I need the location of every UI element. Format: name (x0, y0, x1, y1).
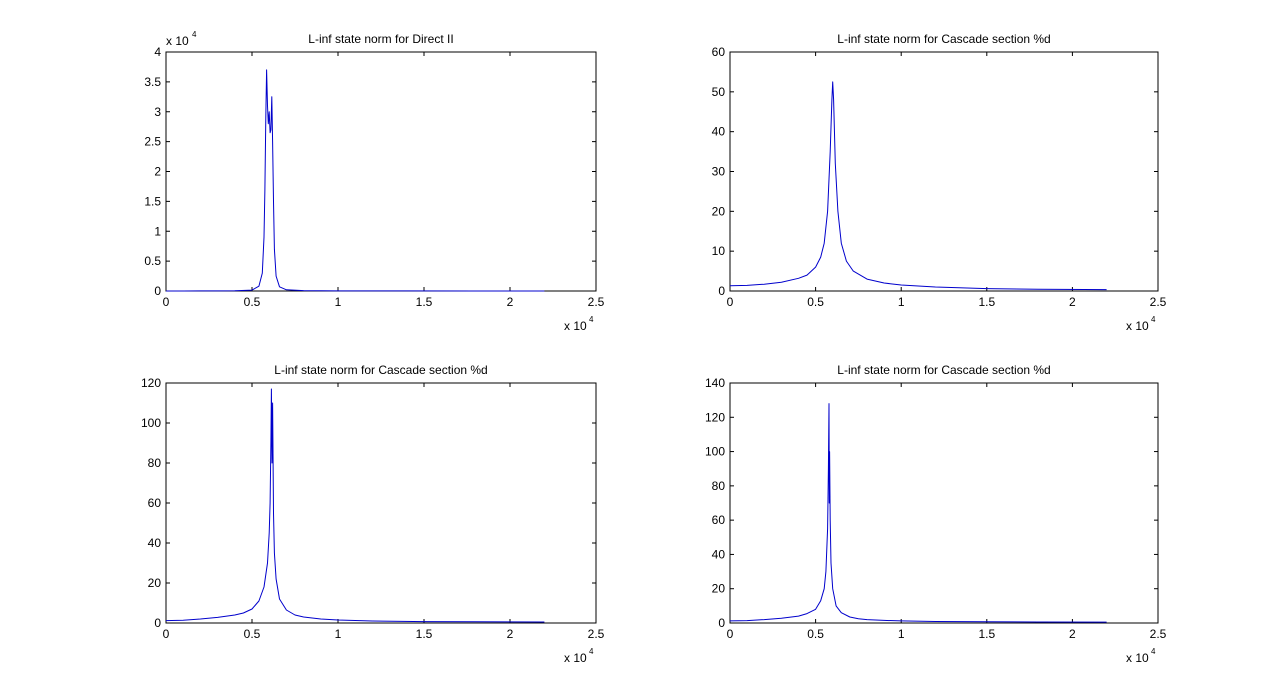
y-tick-label: 30 (712, 165, 726, 179)
y-tick-label: 100 (141, 416, 161, 430)
y-tick-label: 50 (712, 85, 726, 99)
y-tick-label: 4 (154, 45, 161, 59)
subplot-3: L-inf state norm for Cascade section %d 0… (141, 363, 605, 665)
y-tick-label: 60 (712, 45, 726, 59)
x-multiplier-exponent: 4 (1151, 647, 1156, 656)
y-tick-label: 2.5 (144, 135, 161, 149)
y-multiplier-exponent: 4 (192, 30, 197, 39)
y-tick-label: 40 (712, 125, 726, 139)
series-line (165, 388, 545, 623)
x-tick-label: 1 (335, 295, 342, 309)
y-tick-label: 40 (148, 536, 162, 550)
x-tick-label: 2.5 (588, 627, 605, 641)
x-tick-label: 0 (727, 295, 734, 309)
y-tick-label: 10 (712, 244, 726, 258)
axes-box (729, 382, 1159, 624)
y-tick-label: 20 (712, 582, 726, 596)
y-tick-label: 1 (154, 224, 161, 238)
x-tick-label: 1.5 (978, 295, 995, 309)
y-tick-label: 1.5 (144, 194, 161, 208)
y-tick-label: 100 (705, 445, 725, 459)
y-tick-label: 3.5 (144, 75, 161, 89)
axes-box (165, 382, 597, 624)
y-tick-label: 120 (141, 376, 161, 390)
x-tick-label: 0.5 (244, 627, 261, 641)
x-tick-label: 2.5 (1150, 627, 1167, 641)
chart-title: L-inf state norm for Cascade section %d (274, 363, 487, 377)
y-multiplier-label: x 10 (166, 34, 189, 48)
y-tick-label: 140 (705, 376, 725, 390)
x-tick-label: 0 (163, 627, 170, 641)
y-tick-label: 40 (712, 547, 726, 561)
y-tick-label: 0 (718, 616, 725, 630)
subplot-2: L-inf state norm for Cascade section %d 0… (712, 32, 1167, 333)
chart-title: L-inf state norm for Direct II (308, 32, 453, 46)
x-tick-label: 2.5 (1150, 295, 1167, 309)
x-tick-label: 1 (335, 627, 342, 641)
y-tick-label: 20 (148, 576, 162, 590)
y-tick-label: 80 (712, 479, 726, 493)
x-tick-label: 1 (898, 627, 905, 641)
subplot-1: L-inf state norm for Direct II 0 0.5 1 1.5 2 2… (144, 30, 604, 333)
series-line (729, 403, 1107, 623)
x-tick-label: 0 (727, 627, 734, 641)
y-tick-label: 20 (712, 204, 726, 218)
axes-box (165, 51, 597, 292)
x-tick-label: 2.5 (588, 295, 605, 309)
x-tick-label: 2 (507, 627, 514, 641)
chart-title: L-inf state norm for Cascade section %d (837, 32, 1050, 46)
y-tick-label: 0 (154, 284, 161, 298)
x-multiplier-label: x 10 (564, 651, 587, 665)
y-tick-label: 2 (154, 165, 161, 179)
y-tick-label: 0 (154, 616, 161, 630)
x-tick-label: 2 (507, 295, 514, 309)
x-tick-label: 0.5 (807, 295, 824, 309)
chart-title: L-inf state norm for Cascade section %d (837, 363, 1050, 377)
y-tick-label: 0 (718, 284, 725, 298)
x-multiplier-exponent: 4 (1151, 315, 1156, 324)
x-tick-label: 2 (1069, 627, 1076, 641)
x-multiplier-label: x 10 (1126, 319, 1149, 333)
x-tick-label: 1 (898, 295, 905, 309)
x-tick-label: 1.5 (416, 627, 433, 641)
axes-box (729, 51, 1159, 292)
x-tick-label: 1.5 (978, 627, 995, 641)
series-line (729, 81, 1107, 291)
x-multiplier-exponent: 4 (589, 315, 594, 324)
x-multiplier-label: x 10 (564, 319, 587, 333)
y-tick-label: 60 (712, 513, 726, 527)
x-tick-label: 2 (1069, 295, 1076, 309)
y-tick-label: 60 (148, 496, 162, 510)
x-multiplier-label: x 10 (1126, 651, 1149, 665)
y-tick-label: 80 (148, 456, 162, 470)
x-tick-label: 0.5 (807, 627, 824, 641)
x-tick-label: 1.5 (416, 295, 433, 309)
subplot-4: L-inf state norm for Cascade section %d 0… (705, 363, 1167, 665)
x-tick-label: 0 (163, 295, 170, 309)
y-tick-label: 3 (154, 105, 161, 119)
y-tick-label: 0.5 (144, 254, 161, 268)
x-tick-label: 0.5 (244, 295, 261, 309)
x-multiplier-exponent: 4 (589, 647, 594, 656)
y-tick-label: 120 (705, 410, 725, 424)
series-line (166, 69, 545, 292)
